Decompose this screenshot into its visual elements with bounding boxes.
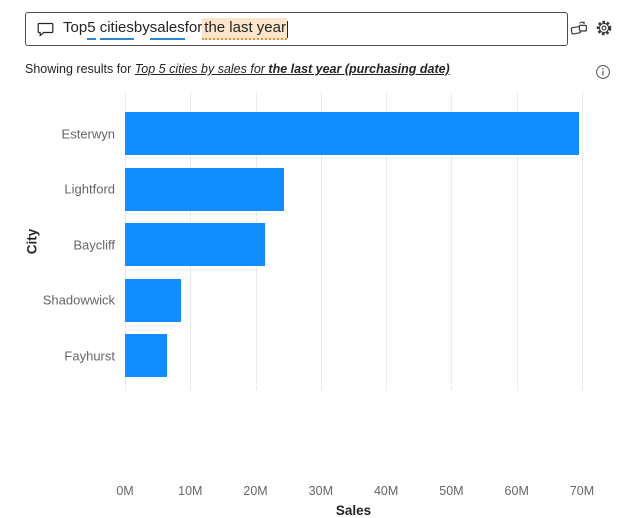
x-tick-label: 60M [504,484,529,498]
gridline [582,93,583,390]
question-segment-recognized: 5 [87,19,96,40]
x-tick-label: 20M [243,484,268,498]
category-label-fayhurst: Fayhurst [64,348,115,364]
category-label-esterwyn: Esterwyn [61,126,115,141]
question-segment-recognized: sales [149,19,185,40]
gridline [451,93,453,390]
comment-bubble-icon [36,20,55,38]
bar-fayhurst[interactable] [125,334,167,378]
x-tick-label: 50M [439,484,464,498]
question-input[interactable]: Top 5 cities by sales for the last year [25,12,568,46]
category-label-shadowwick: Shadowwick [42,292,115,308]
interpretation-text[interactable]: Top 5 cities by sales for [134,62,269,76]
x-tick-label: 0M [116,484,134,498]
x-tick-label: 30M [308,484,334,498]
bar-lightford[interactable] [125,167,284,211]
category-label-baycliff: Baycliff [73,237,115,253]
gridline [386,93,388,390]
convert-to-visual-icon[interactable] [570,19,588,37]
x-tick-label: 70M [569,484,595,498]
settings-gear-icon[interactable] [595,19,613,37]
category-label-lightford: Lightford [64,181,115,197]
bar-shadowwick[interactable] [125,278,182,322]
x-tick-label: 10M [178,484,203,498]
bar-chart: City Esterwyn Lightford Baycliff Shadowwick… [0,93,624,518]
bar-esterwyn[interactable] [125,112,579,155]
plot-area [125,93,583,390]
bar-baycliff[interactable] [125,223,266,267]
interpretation-text-bold[interactable]: the last year (purchasing date) [268,62,450,76]
question-bar-actions [570,19,613,37]
qna-window: { "question_bar": { "segments": [ {"text… [0,12,624,518]
x-tick-label: 40M [373,484,399,498]
question-segment-plain: for [184,19,203,36]
question-segment-recognized: cities [99,19,134,40]
text-cursor [287,20,288,38]
question-segment-plain: by [133,19,150,36]
gridline [320,93,322,390]
question-text[interactable]: Top 5 cities by sales for the last year [63,18,287,40]
info-icon[interactable] [595,64,611,80]
question-segment-suggestion: the last year [202,18,287,40]
x-axis-title: Sales [335,503,372,518]
category-axis: Esterwyn Lightford Baycliff Shadowwick Fayhu… [0,93,115,390]
gridline [516,93,518,390]
showing-results-line: Showing results for Top 5 cities by sale… [25,62,450,76]
showing-results-prefix: Showing results for [25,62,135,76]
x-axis: 0M 10M 20M 30M 40M 50M 60M 70M [116,484,594,500]
question-segment-plain: Top [63,19,88,36]
